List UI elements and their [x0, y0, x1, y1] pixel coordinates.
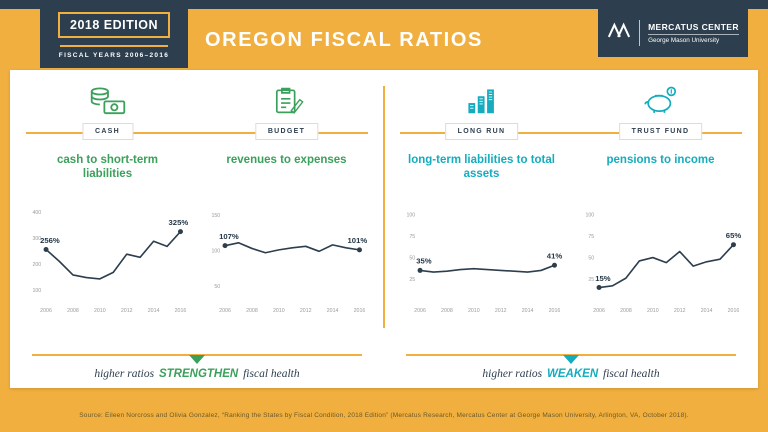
svg-text:2014: 2014	[148, 308, 160, 314]
svg-text:400: 400	[32, 210, 41, 216]
svg-text:2016: 2016	[175, 308, 187, 314]
category-label-trust-fund: TRUST FUND	[618, 123, 703, 140]
chart-title-cash: cash to short-term liabilities	[57, 154, 158, 181]
svg-text:2012: 2012	[121, 308, 133, 314]
weaken-pointer-icon	[563, 355, 579, 364]
svg-text:35%: 35%	[416, 257, 432, 266]
category-label-long-run: LONG RUN	[444, 123, 519, 140]
svg-text:2016: 2016	[549, 308, 561, 314]
chart-title-long-run: long-term liabilities to total assets	[408, 154, 555, 181]
svg-text:300: 300	[32, 236, 41, 242]
category-label-budget: BUDGET	[254, 123, 319, 140]
budget-clipboard-icon	[197, 80, 376, 120]
strengthen-pointer-icon	[189, 355, 205, 364]
svg-text:41%: 41%	[547, 252, 563, 261]
edition-divider	[60, 45, 168, 47]
svg-text:325%: 325%	[169, 218, 189, 227]
svg-text:25: 25	[409, 277, 415, 283]
chart-title-trust-fund: pensions to income	[606, 154, 715, 166]
svg-text:2006: 2006	[40, 308, 52, 314]
logo-separator	[639, 20, 641, 46]
svg-text:2008: 2008	[67, 308, 79, 314]
mercatus-logo: MERCATUS CENTER George Mason University	[598, 9, 748, 57]
svg-text:2006: 2006	[219, 308, 231, 314]
cash-coins-icon	[18, 80, 197, 120]
fiscal-years-label: FISCAL YEARS 2006–2016	[58, 52, 170, 59]
svg-text:2008: 2008	[441, 308, 453, 314]
svg-text:100: 100	[585, 213, 594, 219]
svg-text:2010: 2010	[273, 308, 285, 314]
svg-text:2012: 2012	[300, 308, 312, 314]
svg-text:2014: 2014	[701, 308, 713, 314]
svg-text:2008: 2008	[246, 308, 258, 314]
svg-text:25: 25	[588, 277, 594, 283]
svg-text:256%: 256%	[40, 236, 60, 245]
chart-trust-fund: 25 50 75 100 2006 2008 2010 2012 2014 2016 15% 65%	[571, 189, 750, 350]
svg-text:65%: 65%	[726, 231, 742, 240]
svg-text:2010: 2010	[468, 308, 480, 314]
logo-title: MERCATUS CENTER	[648, 22, 739, 32]
chart-cash: 100 200 300 400 2006 2008 2010 2012 2014 2016 256%…	[18, 189, 197, 350]
content-card: CASH BUDGET cash to short-term liabiliti…	[10, 70, 758, 388]
chart-title-budget: revenues to expenses	[226, 154, 347, 166]
strengthen-word: STRENGTHEN	[158, 368, 239, 380]
source-line: Source: Eileen Norcross and Olivia Gonza…	[79, 412, 689, 419]
strengthen-section: CASH BUDGET cash to short-term liabiliti…	[10, 70, 384, 388]
edition-block: 2018 EDITION FISCAL YEARS 2006–2016	[40, 0, 188, 68]
svg-text:100: 100	[32, 288, 41, 294]
svg-text:100: 100	[211, 248, 220, 254]
weaken-section: LONG RUN TRUST FUND long-term liabilitie…	[384, 70, 758, 388]
svg-text:50: 50	[214, 284, 220, 290]
svg-text:107%: 107%	[219, 232, 239, 241]
svg-text:2006: 2006	[414, 308, 426, 314]
svg-text:2014: 2014	[327, 308, 339, 314]
mercatus-logo-icon	[607, 22, 631, 44]
svg-text:50: 50	[409, 255, 415, 261]
svg-text:101%: 101%	[348, 236, 368, 245]
weaken-caption: higher ratios WEAKEN fiscal health	[482, 368, 660, 380]
svg-text:2016: 2016	[728, 308, 740, 314]
svg-text:2012: 2012	[495, 308, 507, 314]
svg-text:75: 75	[588, 234, 594, 240]
svg-text:2014: 2014	[522, 308, 534, 314]
svg-text:2010: 2010	[647, 308, 659, 314]
category-rule-right: LONG RUN TRUST FUND	[392, 122, 750, 144]
center-divider	[383, 86, 385, 328]
svg-text:75: 75	[409, 234, 415, 240]
piggy-bank-icon	[571, 80, 750, 120]
buildings-bars-icon	[392, 80, 571, 120]
svg-text:200: 200	[32, 262, 41, 268]
weaken-word: WEAKEN	[547, 368, 599, 380]
page-title: OREGON FISCAL RATIOS	[205, 29, 483, 51]
category-label-cash: CASH	[81, 123, 134, 140]
chart-budget: 50 100 150 2006 2008 2010 2012 2014 2016 107% 101%	[197, 189, 376, 350]
svg-text:2012: 2012	[674, 308, 686, 314]
category-rule-left: CASH BUDGET	[18, 122, 376, 144]
edition-badge: 2018 EDITION	[58, 12, 170, 38]
svg-text:2006: 2006	[593, 308, 605, 314]
strengthen-caption: higher ratios STRENGTHEN fiscal health	[94, 368, 300, 380]
svg-text:2010: 2010	[94, 308, 106, 314]
strengthen-rule	[32, 352, 362, 365]
svg-text:15%: 15%	[595, 274, 611, 283]
top-navy-strip	[0, 0, 768, 9]
svg-text:100: 100	[406, 213, 415, 219]
svg-text:2008: 2008	[620, 308, 632, 314]
logo-subtitle: George Mason University	[648, 34, 739, 44]
weaken-rule	[406, 352, 736, 365]
svg-text:50: 50	[588, 255, 594, 261]
svg-text:150: 150	[211, 213, 220, 219]
svg-text:2016: 2016	[354, 308, 366, 314]
chart-long-run: 25 50 75 100 2006 2008 2010 2012 2014 2016 35% 41%	[392, 189, 571, 350]
